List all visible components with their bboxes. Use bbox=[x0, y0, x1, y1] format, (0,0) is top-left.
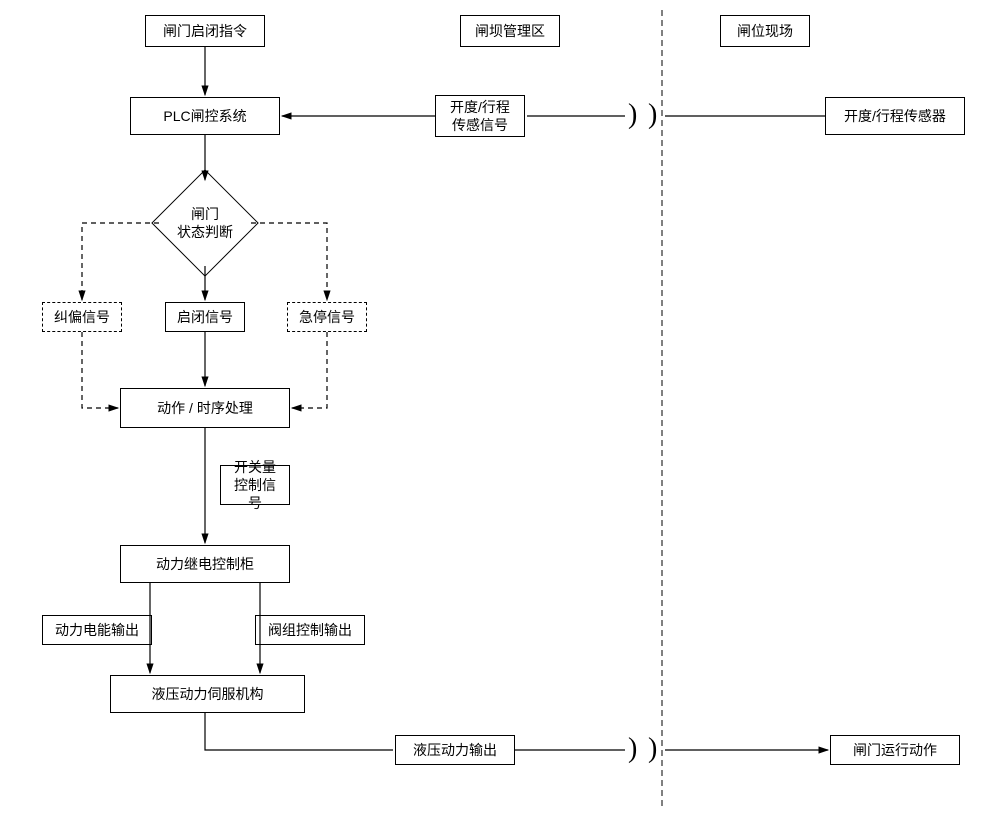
label: 闸位现场 bbox=[737, 22, 793, 40]
label: PLC闸控系统 bbox=[163, 107, 246, 125]
break-mark-icon: ) bbox=[648, 101, 657, 129]
label: 闸门运行动作 bbox=[853, 741, 937, 759]
label: 阀组控制输出 bbox=[268, 621, 352, 639]
label: 液压动力输出 bbox=[413, 741, 497, 759]
label: 闸门 状态判断 bbox=[177, 206, 233, 240]
break-mark-icon: ) bbox=[628, 101, 637, 129]
break-mark-icon: ) bbox=[648, 735, 657, 763]
label: 动力继电控制柜 bbox=[156, 555, 254, 573]
power-output-box: 动力电能输出 bbox=[42, 615, 152, 645]
label: 急停信号 bbox=[299, 308, 355, 326]
decision-diamond: 闸门 状态判断 bbox=[167, 185, 243, 261]
label: 开关量 控制信号 bbox=[229, 458, 281, 513]
startstop-signal-box: 启闭信号 bbox=[165, 302, 245, 332]
plc-box: PLC闸控系统 bbox=[130, 97, 280, 135]
gate-site-label: 闸位现场 bbox=[720, 15, 810, 47]
sensor-signal-box: 开度/行程 传感信号 bbox=[435, 95, 525, 137]
label: 动力电能输出 bbox=[55, 621, 139, 639]
hydraulic-output-box: 液压动力输出 bbox=[395, 735, 515, 765]
action-timing-box: 动作 / 时序处理 bbox=[120, 388, 290, 428]
sensor-box: 开度/行程传感器 bbox=[825, 97, 965, 135]
correction-signal-box: 纠偏信号 bbox=[42, 302, 122, 332]
label: 闸坝管理区 bbox=[475, 22, 545, 40]
dam-area-label: 闸坝管理区 bbox=[460, 15, 560, 47]
label: 液压动力伺服机构 bbox=[152, 685, 264, 703]
command-box: 闸门启闭指令 bbox=[145, 15, 265, 47]
label: 开度/行程传感器 bbox=[844, 107, 946, 125]
label: 启闭信号 bbox=[177, 308, 233, 326]
power-relay-box: 动力继电控制柜 bbox=[120, 545, 290, 583]
label: 闸门启闭指令 bbox=[163, 22, 247, 40]
break-mark-icon: ) bbox=[628, 735, 637, 763]
switch-signal-box: 开关量 控制信号 bbox=[220, 465, 290, 505]
hydraulic-servo-box: 液压动力伺服机构 bbox=[110, 675, 305, 713]
label: 开度/行程 传感信号 bbox=[450, 98, 510, 134]
valve-output-box: 阀组控制输出 bbox=[255, 615, 365, 645]
estop-signal-box: 急停信号 bbox=[287, 302, 367, 332]
gate-action-box: 闸门运行动作 bbox=[830, 735, 960, 765]
label: 动作 / 时序处理 bbox=[157, 399, 253, 417]
label: 纠偏信号 bbox=[54, 308, 110, 326]
